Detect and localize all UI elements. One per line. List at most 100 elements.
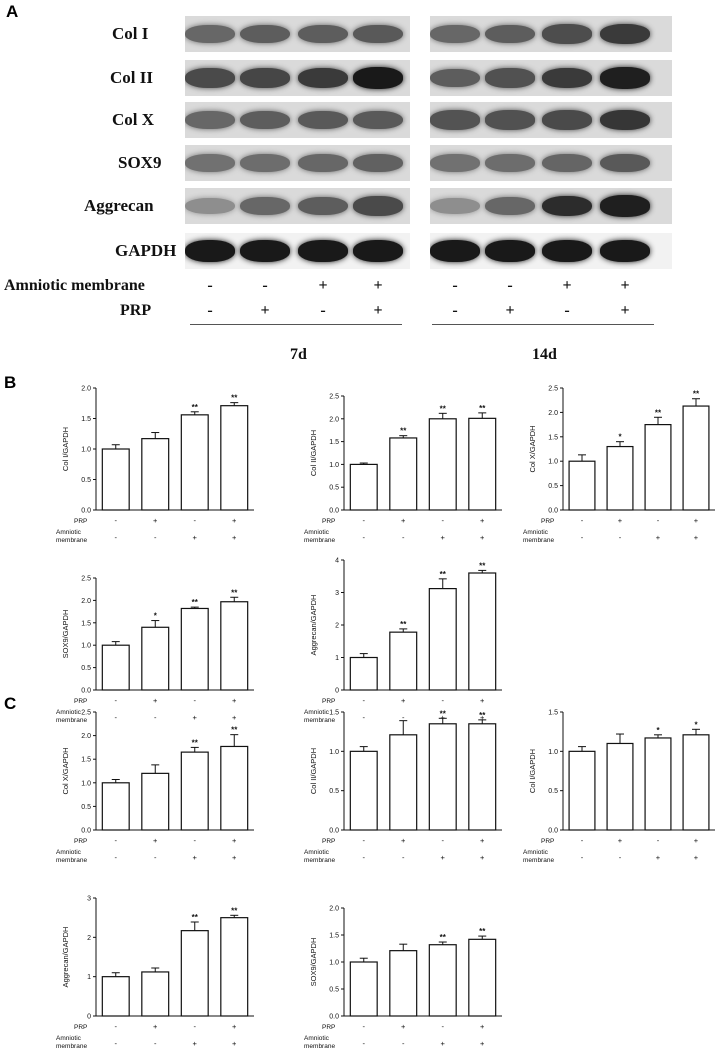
bar [606, 445, 634, 511]
prp-sign: + [401, 836, 406, 845]
bar [180, 607, 209, 691]
prp-sign: - [194, 696, 197, 705]
blot-band [430, 240, 480, 262]
amniotic-sign: + [441, 713, 446, 722]
y-tick-label: 2.5 [81, 710, 91, 717]
blot-band [298, 24, 348, 44]
blot-strip-7d [185, 102, 410, 138]
bar [682, 734, 710, 831]
y-tick-label: 2.5 [329, 394, 339, 401]
blot-band [298, 153, 348, 173]
prp-sign: - [115, 1022, 118, 1031]
amniotic-label: membrane [523, 537, 554, 544]
y-tick-label: 2 [87, 935, 91, 942]
bar [468, 723, 497, 831]
prp-label: PRP [74, 1024, 87, 1031]
prp-sign: + [153, 696, 158, 705]
bar [389, 437, 418, 511]
y-tick-label: 2.5 [81, 576, 91, 583]
y-axis-label: SOX9/GAPDH [309, 938, 318, 987]
bar [389, 734, 418, 831]
significance-mark: ** [231, 726, 238, 735]
blot-band [298, 196, 348, 216]
bar [101, 644, 130, 691]
amniotic-sign: + [193, 853, 198, 862]
y-axis-label: Aggrecan/GAPDH [309, 595, 318, 656]
amniotic-sign: - [402, 853, 405, 862]
blot-label-sox9: SOX9 [118, 153, 162, 172]
y-tick-label: 0.5 [548, 788, 558, 795]
prp-sign: + [401, 516, 406, 525]
significance-mark: ** [231, 394, 238, 403]
prp-sign: + [373, 302, 383, 319]
y-tick-label: 0.0 [81, 688, 91, 695]
blot-band [542, 153, 592, 173]
y-tick-label: 0 [87, 1014, 91, 1021]
blot-band [542, 110, 592, 130]
prp-label: PRP [74, 838, 87, 845]
prp-sign: + [232, 516, 237, 525]
blot-band [485, 153, 535, 173]
bar [180, 751, 209, 831]
y-tick-label: 0.5 [81, 804, 91, 811]
prp-sign: + [153, 1022, 158, 1031]
amniotic-sign: + [480, 853, 485, 862]
blot-band [353, 110, 403, 130]
prp-sign: + [153, 516, 158, 525]
prp-sign: - [115, 696, 118, 705]
significance-mark: ** [479, 561, 486, 570]
blot-band [600, 195, 650, 217]
y-axis-label: SOX9/GAPDH [61, 610, 70, 659]
significance-mark: ** [192, 598, 199, 607]
y-axis-label: Col I/GAPDH [61, 427, 70, 471]
prp-label: PRP [74, 698, 87, 705]
prp-sign: + [480, 836, 485, 845]
amniotic-label: Amniotic [56, 529, 82, 536]
amniotic-sign: - [154, 1039, 157, 1048]
prp-sign: - [581, 516, 584, 525]
amniotic-label: Amniotic [523, 529, 549, 536]
amniotic-sign: - [619, 533, 622, 542]
blot-band [485, 240, 535, 262]
y-tick-label: 1 [87, 974, 91, 981]
blot-band [185, 240, 235, 262]
blot-band [600, 23, 650, 45]
bar [101, 448, 130, 511]
y-axis-label: Aggrecan/GAPDH [61, 927, 70, 988]
blot-label-col-x: Col X [112, 110, 155, 129]
amniotic-sign: - [402, 1039, 405, 1048]
y-tick-label: 2.0 [548, 410, 558, 417]
amniotic-label: membrane [56, 717, 87, 724]
blot-band [298, 67, 348, 89]
bar [101, 976, 130, 1017]
amniotic-sign: + [694, 533, 699, 542]
y-tick-label: 3 [335, 590, 339, 597]
bar [220, 745, 249, 831]
blot-band [185, 110, 235, 130]
significance-mark: ** [440, 570, 447, 579]
amniotic-sign: - [581, 853, 584, 862]
amniotic-label: Amniotic [56, 849, 82, 856]
amniotic-sign: - [115, 713, 118, 722]
y-tick-label: 2.5 [548, 386, 558, 393]
amniotic-sign: - [363, 1039, 366, 1048]
amniotic-sign: - [402, 533, 405, 542]
blot-band [185, 154, 235, 172]
time-label-14d: 14d [532, 346, 557, 363]
blot-band [430, 68, 480, 88]
blot-label-aggrecan: Aggrecan [84, 196, 154, 215]
y-tick-label: 3 [87, 896, 91, 903]
amniotic-sign: + [232, 533, 237, 542]
prp-sign: - [363, 516, 366, 525]
blot-strip-7d [185, 233, 410, 269]
bar-chart-b2: 0.0 0.5 1.0 1.5 2.0 2.5 Col II/GAPDH - - ** + - ** - +… [304, 394, 502, 544]
y-tick-label: 0.5 [329, 987, 339, 994]
y-tick-label: 1.5 [548, 434, 558, 441]
amniotic-label: Amniotic [523, 849, 549, 856]
amniotic-sign: + [656, 853, 661, 862]
blot-strip-14d [430, 102, 672, 138]
panel-a-letter: A [6, 2, 19, 21]
prp-sign: - [115, 516, 118, 525]
prp-sign: - [194, 516, 197, 525]
